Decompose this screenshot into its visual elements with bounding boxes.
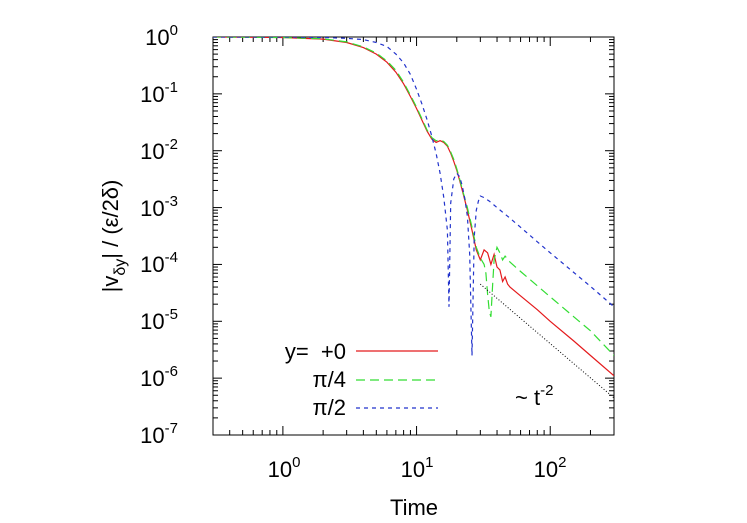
plot-frame xyxy=(212,36,615,436)
slope-annotation: ~ t-2 xyxy=(515,382,553,410)
tick-marks xyxy=(212,36,615,436)
y-tick-base-1: 10 xyxy=(140,82,164,107)
y-tick-label-6: 10-6 xyxy=(140,363,178,391)
y-tick-exp-3: -3 xyxy=(165,193,178,210)
y-tick-exp-4: -4 xyxy=(165,249,178,266)
y-tick-label-3: 10-3 xyxy=(140,193,178,221)
y-tick-exp-6: -6 xyxy=(165,363,178,380)
x-tick-label-2: 101 xyxy=(401,454,434,482)
y-axis-title-a: |v xyxy=(98,276,123,293)
y-axis-title: |vδy| / (ε/2δ) xyxy=(98,180,129,293)
y-tick-base-5: 10 xyxy=(140,309,164,334)
series-lines xyxy=(213,37,614,399)
y-tick-base-0: 10 xyxy=(145,25,169,50)
legend-label-1: y= +0 xyxy=(285,339,346,364)
slope-annotation-text: ~ t xyxy=(515,385,540,410)
series-line-1 xyxy=(213,37,614,377)
y-tick-base-3: 10 xyxy=(140,196,164,221)
x-tick-exp-3: 2 xyxy=(558,454,566,471)
series-line-2 xyxy=(213,37,614,356)
x-tick-base-1: 10 xyxy=(268,457,292,482)
x-axis-title: Time xyxy=(390,495,438,520)
y-tick-base-4: 10 xyxy=(140,252,164,277)
y-tick-base-6: 10 xyxy=(140,366,164,391)
y-tick-exp-7: -7 xyxy=(165,420,178,437)
legend-label-2: π/4 xyxy=(312,367,346,392)
x-tick-label-3: 102 xyxy=(534,454,567,482)
y-tick-labels: 100 10-1 10-2 10-3 10-4 10-5 10-6 10-7 xyxy=(140,22,178,448)
y-tick-label-5: 10-5 xyxy=(140,306,178,334)
x-tick-exp-2: 1 xyxy=(425,454,433,471)
legend-label-3: π/2 xyxy=(312,395,346,420)
reference-line-t-minus-2 xyxy=(479,283,614,399)
y-tick-label-7: 10-7 xyxy=(140,420,178,448)
slope-annotation-sup: -2 xyxy=(540,382,553,399)
y-tick-label-4: 10-4 xyxy=(140,249,178,277)
y-tick-label-0: 100 xyxy=(145,22,178,50)
y-tick-label-2: 10-2 xyxy=(140,136,178,164)
y-tick-exp-0: 0 xyxy=(170,22,178,39)
y-tick-base-7: 10 xyxy=(140,423,164,448)
x-tick-exp-1: 0 xyxy=(292,454,300,471)
y-tick-exp-5: -5 xyxy=(165,306,178,323)
y-tick-base-2: 10 xyxy=(140,139,164,164)
y-axis-title-b: | / (ε/2δ) xyxy=(98,180,123,259)
x-tick-labels: 100 101 102 xyxy=(268,454,567,482)
y-axis-title-sub: δy xyxy=(112,259,129,276)
y-tick-exp-2: -2 xyxy=(165,136,178,153)
y-tick-label-1: 10-1 xyxy=(140,79,178,107)
y-tick-exp-1: -1 xyxy=(165,79,178,96)
legend: y= +0 π/4 π/2 xyxy=(285,339,438,420)
x-tick-base-3: 10 xyxy=(534,457,558,482)
x-tick-label-1: 100 xyxy=(268,454,301,482)
x-tick-base-2: 10 xyxy=(401,457,425,482)
series-line-3 xyxy=(213,37,614,356)
